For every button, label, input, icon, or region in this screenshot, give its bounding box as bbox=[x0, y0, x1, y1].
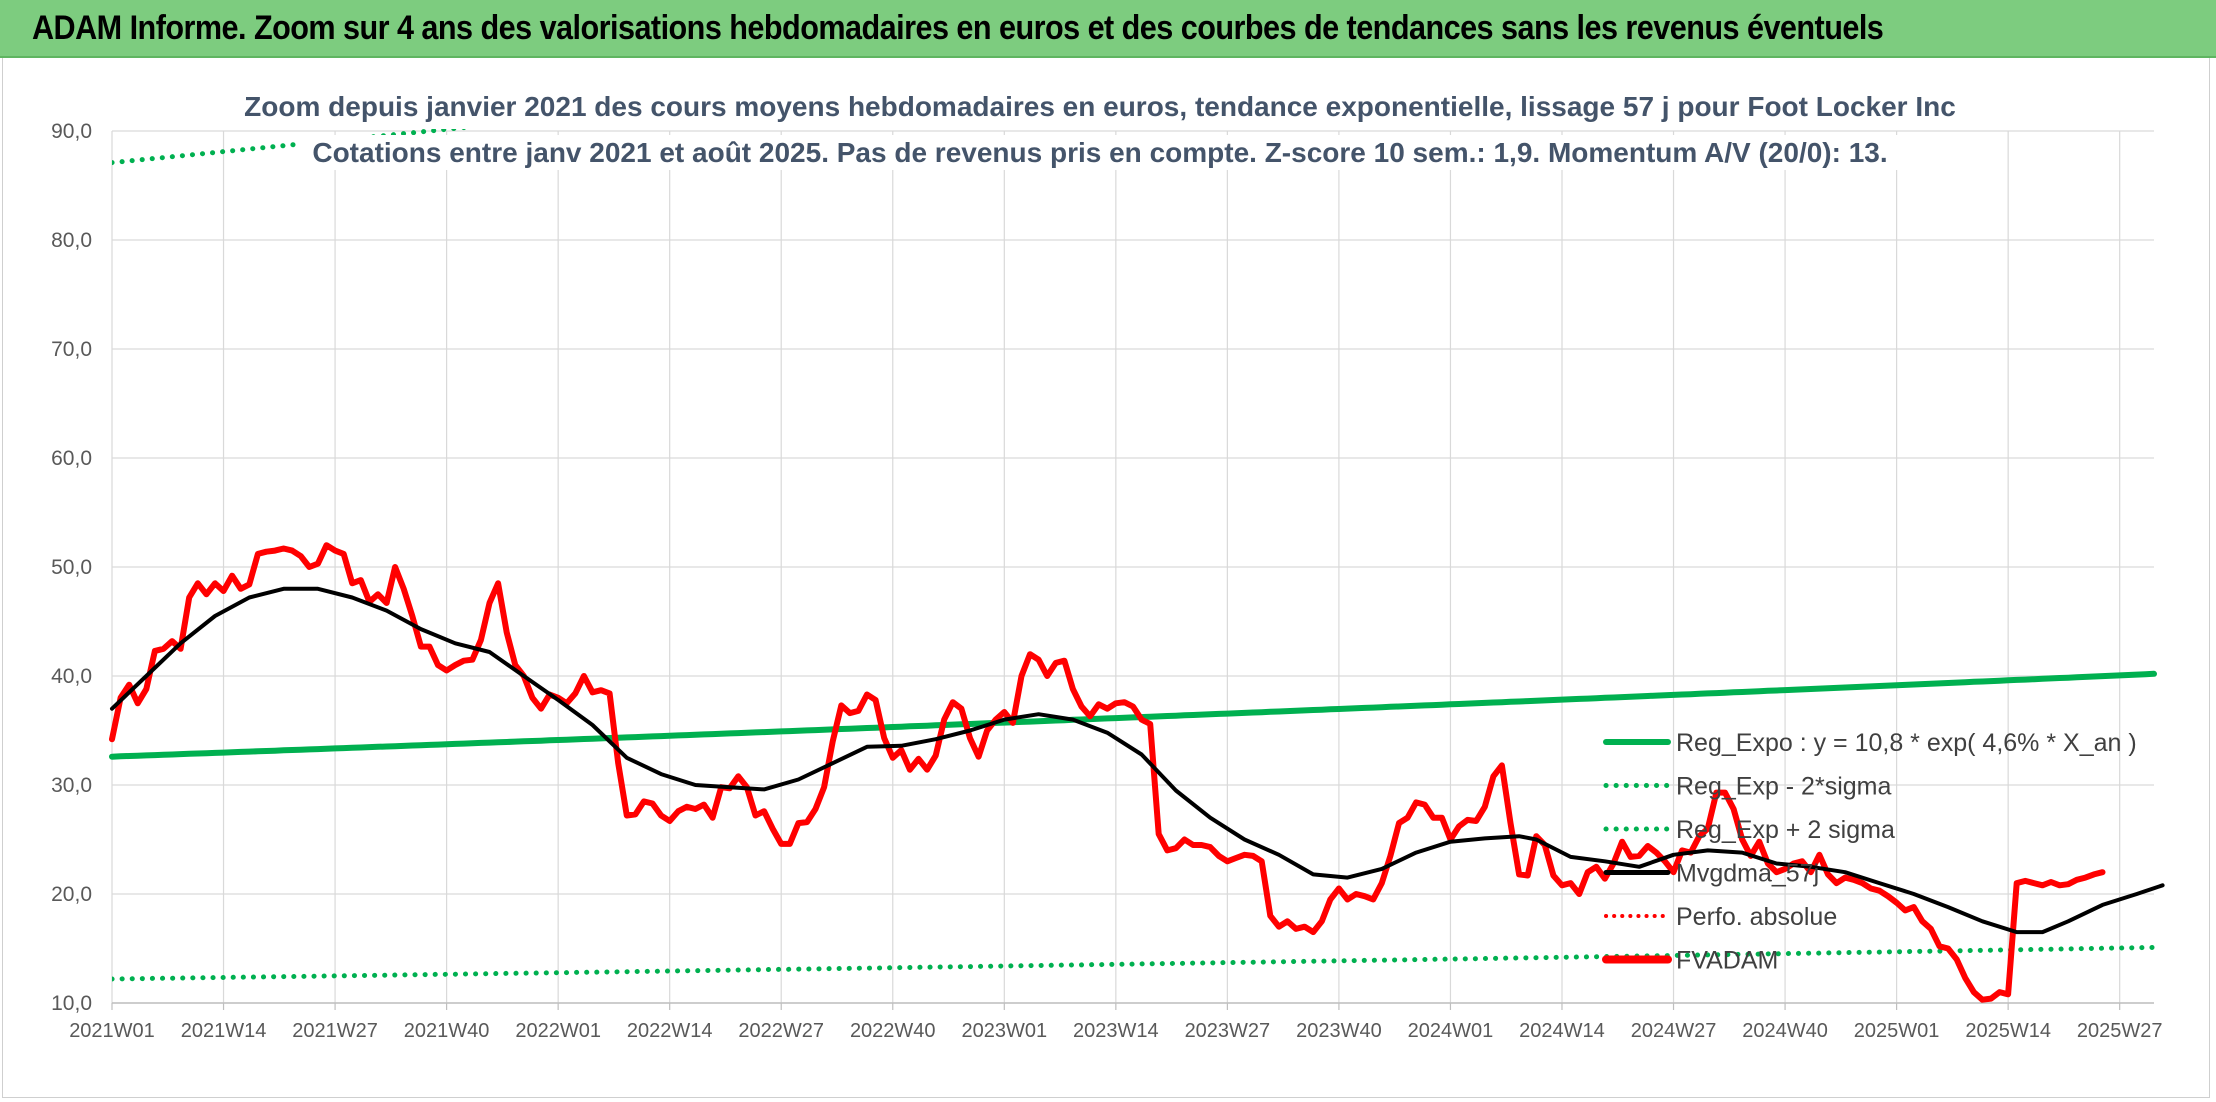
legend-label: FVADAM bbox=[1676, 947, 1778, 975]
title-mask bbox=[230, 89, 1970, 124]
y-tick-label: 40,0 bbox=[51, 665, 92, 688]
chart-frame bbox=[2, 58, 2210, 1098]
y-tick-label: 80,0 bbox=[51, 229, 92, 252]
gridlines bbox=[111, 130, 2154, 1004]
series-fvadam bbox=[109, 542, 2106, 1003]
x-tick-label: 2022W01 bbox=[515, 1020, 601, 1042]
legend-label: Mvgdma_57j bbox=[1676, 860, 1819, 888]
axes: 10,0 20,0 30,0 40,0 50,0 60,0 70,0 80,0 90,0 2021… bbox=[51, 120, 2162, 1042]
series-mvgdma-57j bbox=[110, 586, 2165, 935]
x-tick-label: 2024W01 bbox=[1408, 1020, 1494, 1042]
y-tick-label: 30,0 bbox=[51, 774, 92, 797]
legend-label: Reg_Exp - 2*sigma bbox=[1676, 773, 1891, 801]
x-tick-label: 2023W40 bbox=[1296, 1020, 1382, 1042]
y-tick-label: 60,0 bbox=[51, 447, 92, 470]
chart-subtitle-line-2: Cotations entre janv 2021 et août 2025. … bbox=[312, 137, 1887, 168]
chart-subtitle-line-1: Zoom depuis janvier 2021 des cours moyen… bbox=[244, 91, 1956, 122]
x-tick-label: 2025W27 bbox=[2077, 1020, 2163, 1042]
title-banner: ADAM Informe. Zoom sur 4 ans des valoris… bbox=[0, 0, 2216, 58]
y-tick-label: 90,0 bbox=[51, 120, 92, 143]
x-tick-label: 2021W14 bbox=[181, 1020, 267, 1042]
x-tick-label: 2024W14 bbox=[1519, 1020, 1605, 1042]
x-tick-label: 2021W27 bbox=[292, 1020, 378, 1042]
x-tick-label: 2025W14 bbox=[1965, 1020, 2051, 1042]
x-tick-label: 2021W01 bbox=[69, 1020, 155, 1042]
y-tick-label: 20,0 bbox=[51, 883, 92, 906]
y-tick-label: 10,0 bbox=[51, 992, 92, 1015]
series-reg-expo bbox=[109, 670, 2157, 760]
y-tick-label: 70,0 bbox=[51, 338, 92, 361]
x-tick-label: 2024W27 bbox=[1631, 1020, 1717, 1042]
banner-title: ADAM Informe. Zoom sur 4 ans des valoris… bbox=[32, 9, 1884, 47]
title-mask bbox=[298, 135, 1902, 170]
chart-title: Zoom depuis janvier 2021 des cours moyen… bbox=[230, 89, 1970, 170]
legend-label: Reg_Expo : y = 10,8 * exp( 4,6% * X_an ) bbox=[1676, 729, 2137, 757]
series-reg-minus-2sigma bbox=[112, 944, 2157, 982]
data-series bbox=[109, 129, 2165, 1003]
x-tick-label: 2022W40 bbox=[850, 1020, 936, 1042]
x-tick-label: 2023W27 bbox=[1185, 1020, 1271, 1042]
x-tick-label: 2024W40 bbox=[1742, 1020, 1828, 1042]
legend-label: Perfo. absolue bbox=[1676, 903, 1837, 931]
x-tick-label: 2023W01 bbox=[961, 1020, 1047, 1042]
y-tick-label: 50,0 bbox=[51, 556, 92, 579]
legend-label: Reg_Exp + 2 sigma bbox=[1676, 816, 1895, 844]
x-tick-label: 2022W14 bbox=[627, 1020, 713, 1042]
x-tick-label: 2021W40 bbox=[404, 1020, 490, 1042]
x-tick-label: 2022W27 bbox=[738, 1020, 824, 1042]
x-tick-label: 2023W14 bbox=[1073, 1020, 1159, 1042]
x-tick-label: 2025W01 bbox=[1854, 1020, 1940, 1042]
legend: Reg_Expo : y = 10,8 * exp( 4,6% * X_an )… bbox=[1602, 729, 2137, 975]
